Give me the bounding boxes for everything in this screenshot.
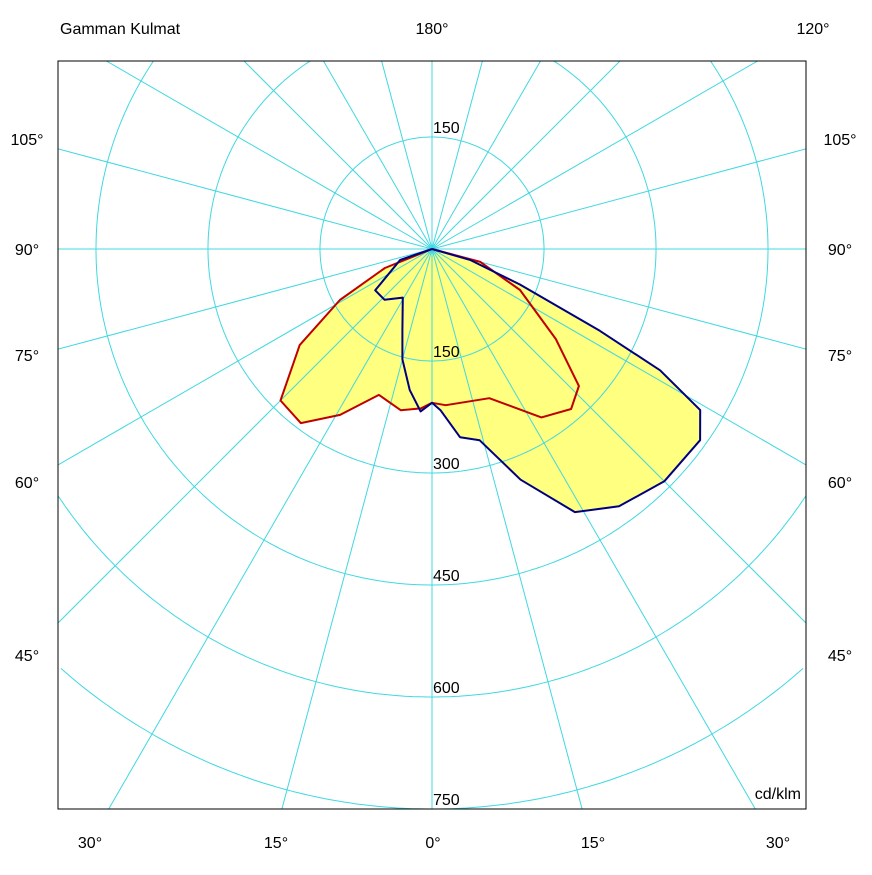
grid-spoke: [323, 61, 433, 250]
chart-title: Gamman Kulmat: [60, 21, 181, 38]
grid-ring: [60, 668, 804, 809]
curve-fill-c90_c270: [375, 249, 701, 513]
angle-label-left: 90°: [15, 242, 39, 259]
angle-label-bottom: 30°: [78, 835, 102, 852]
grid-spoke: [431, 248, 806, 624]
radial-tick-label: 300: [433, 456, 460, 473]
angle-label-left: 75°: [15, 348, 39, 365]
grid-spoke: [431, 248, 806, 350]
angle-label-bottom: 15°: [264, 835, 288, 852]
grid-spoke: [58, 148, 433, 250]
grid-ring: [95, 61, 769, 586]
grid-spoke: [58, 248, 433, 466]
angle-label-left: 60°: [15, 475, 39, 492]
angle-label-right: 75°: [828, 348, 852, 365]
grid-spoke: [281, 248, 433, 809]
grid-spoke: [431, 61, 621, 250]
grid-spoke: [58, 248, 433, 350]
angle-label-bottom: 30°: [766, 835, 790, 852]
unit-label: cd/klm: [755, 786, 801, 803]
radial-label-upper: 150: [433, 120, 460, 137]
angle-label-top-center: 180°: [415, 21, 448, 38]
radial-tick-label: 750: [433, 792, 460, 809]
angle-label-left: 45°: [15, 648, 39, 665]
curve-c0_c180: [279, 248, 580, 425]
grid-ring: [207, 61, 657, 474]
grid-spoke: [431, 61, 483, 250]
radial-tick-label: 150: [433, 344, 460, 361]
grid-spoke: [431, 248, 756, 809]
angle-label-right: 105°: [823, 132, 856, 149]
grid-spoke: [58, 248, 433, 624]
angle-label-right: 90°: [828, 242, 852, 259]
grid-spoke: [431, 61, 541, 250]
grid-spoke: [431, 248, 583, 809]
grid-spoke: [431, 248, 806, 466]
curve-c90_c270: [374, 248, 702, 514]
plot-frame: [57, 60, 807, 810]
grid-spoke: [106, 61, 433, 250]
radial-tick-label: 450: [433, 568, 460, 585]
angle-label-top-right: 120°: [796, 21, 829, 38]
angle-label-bottom: 15°: [581, 835, 605, 852]
grid-spoke: [108, 248, 433, 809]
angle-label-left: 105°: [10, 132, 43, 149]
grid-spoke: [431, 61, 758, 250]
angle-label-bottom: 0°: [425, 835, 440, 852]
radial-tick-label: 600: [433, 680, 460, 697]
grid-spoke: [243, 61, 433, 250]
grid-spoke: [431, 148, 806, 250]
angle-label-right: 60°: [828, 475, 852, 492]
grid-spoke: [381, 61, 433, 250]
angle-label-right: 45°: [828, 648, 852, 665]
